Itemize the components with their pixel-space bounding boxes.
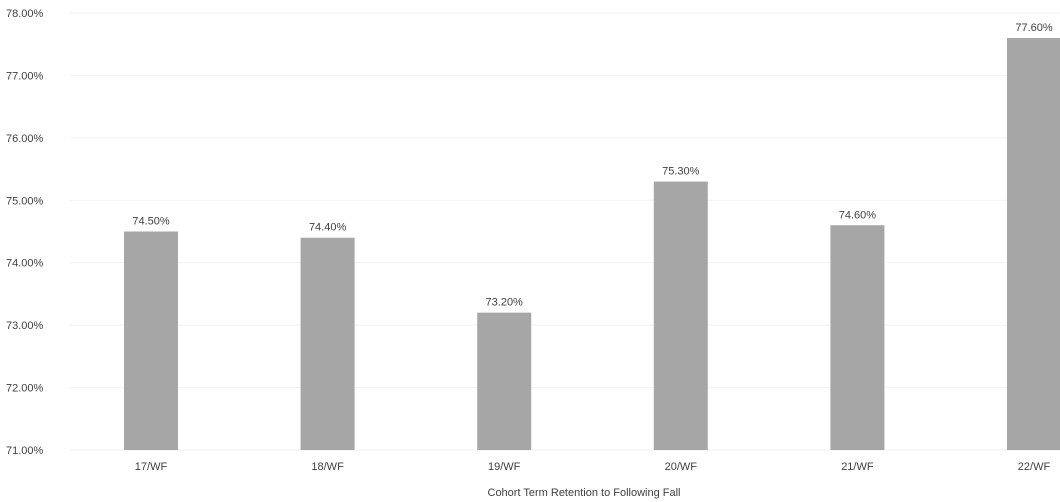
bar	[300, 237, 355, 450]
data-label: 73.20%	[486, 297, 524, 309]
y-tick-label: 72.00%	[6, 383, 44, 395]
data-label: 77.60%	[1015, 22, 1053, 34]
y-tick-label: 77.00%	[6, 70, 44, 82]
x-category-label: 19/WF	[488, 461, 521, 473]
y-axis-tick-labels: 71.00% 72.00% 73.00% 74.00% 75.00% 76.00% 77.0…	[6, 8, 44, 457]
data-label: 74.50%	[132, 216, 170, 228]
x-category-label: 22/WF	[1018, 461, 1051, 473]
bar	[124, 231, 178, 450]
bar	[477, 312, 532, 450]
x-category-label: 18/WF	[311, 461, 344, 473]
x-category-label: 21/WF	[841, 461, 874, 473]
y-tick-label: 73.00%	[6, 320, 44, 332]
x-category-label: 17/WF	[135, 461, 168, 473]
data-label: 74.40%	[309, 222, 347, 234]
gridlines	[70, 12, 1060, 451]
y-tick-label: 78.00%	[6, 8, 44, 20]
y-tick-label: 74.00%	[6, 258, 44, 270]
data-label: 74.60%	[839, 209, 877, 221]
y-tick-label: 75.00%	[6, 195, 44, 207]
bar	[830, 225, 885, 450]
y-tick-label: 71.00%	[6, 445, 44, 457]
bar	[653, 181, 708, 451]
bars	[124, 37, 1060, 451]
y-tick-label: 76.00%	[6, 133, 44, 145]
data-label: 75.30%	[662, 166, 700, 178]
data-labels: 74.50% 74.40% 73.20% 75.30% 74.60% 77.60%	[132, 22, 1053, 309]
x-axis-title: Cohort Term Retention to Following Fall	[488, 487, 681, 499]
bar	[1007, 37, 1060, 450]
x-axis-category-labels: 17/WF 18/WF 19/WF 20/WF 21/WF 22/WF	[135, 461, 1051, 473]
x-category-label: 20/WF	[665, 461, 698, 473]
